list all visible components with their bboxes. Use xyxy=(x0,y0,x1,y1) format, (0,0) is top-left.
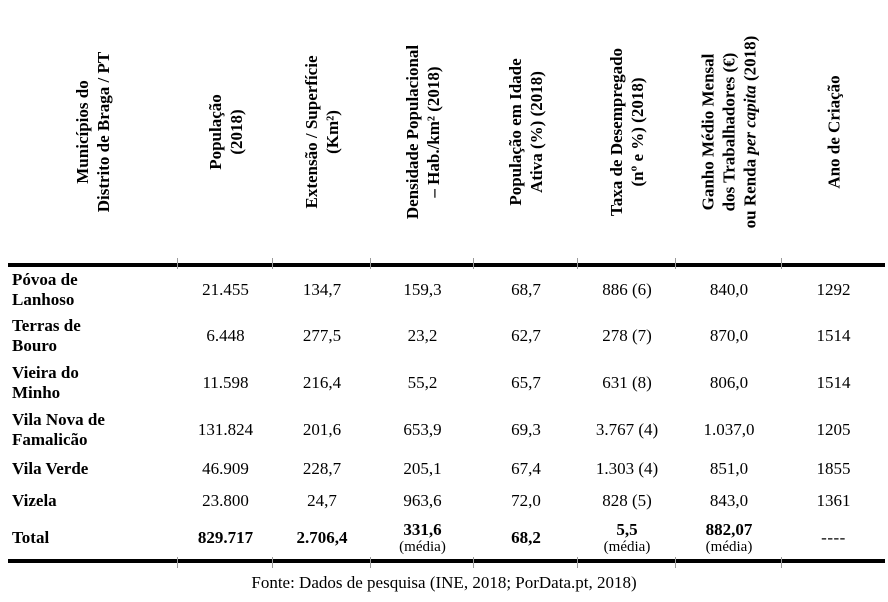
data-cell: 72,0 xyxy=(511,491,541,510)
column-header-idade-ativa: População em Idade Ativa (%) (2018) xyxy=(474,0,578,267)
total-value: 829.717 xyxy=(197,528,254,548)
row-label: Póvoa de Lanhoso xyxy=(12,269,78,309)
data-cell: 228,7 xyxy=(302,459,342,478)
data-cell: 68,7 xyxy=(473,256,578,312)
data-cell: 806,0 xyxy=(709,372,749,392)
data-cell: 69,3 xyxy=(511,419,541,439)
data-cell: 277,5 xyxy=(302,325,342,345)
table-row-povoa-de-lanhoso: Póvoa de Lanhoso 21.455 134,7 159,3 68,7… xyxy=(8,256,885,312)
data-cell: 870,0 xyxy=(709,325,749,345)
data-cell: 11.598 xyxy=(202,372,249,392)
total-note: (média) xyxy=(603,538,651,555)
total-cell: 2.706,4 xyxy=(272,517,371,568)
row-label: Vizela xyxy=(12,491,57,511)
data-cell: 131.824 xyxy=(197,419,254,439)
column-header-populacao: População (2018) xyxy=(178,0,273,267)
table-row-vieira-do-minho: Vieira do Minho 11.598 216,4 55,2 65,7 6… xyxy=(8,359,885,406)
data-cell: 201,6 xyxy=(302,419,342,439)
data-cell: 631 (8) xyxy=(602,372,652,392)
total-cell: 829.717 xyxy=(177,517,273,568)
data-cell: 851,0 xyxy=(709,459,749,478)
data-cell: 23,2 xyxy=(407,325,438,345)
data-cell: 159,3 xyxy=(370,256,474,312)
column-header-label: População (2018) xyxy=(205,93,246,170)
row-label-total: Total xyxy=(8,517,178,563)
column-header-ano-criacao: Ano de Criação xyxy=(782,0,885,267)
data-cell: 1292 xyxy=(781,256,885,312)
data-cell: 886 (6) xyxy=(577,256,676,312)
data-cell: 653,9 xyxy=(403,419,442,439)
header-row: Municípios do Distrito de Braga / PT Pop… xyxy=(8,0,885,267)
data-cell: 3.767 (4) xyxy=(595,419,659,439)
data-cell: 1855 xyxy=(816,459,851,478)
data-cell: 1205 xyxy=(816,419,851,439)
table-row-vila-verde: Vila Verde 46.909 228,7 205,1 67,4 1.303… xyxy=(8,453,885,485)
data-cell: 67,4 xyxy=(511,459,541,478)
data-cell: 23.800 xyxy=(202,491,249,510)
table-body: Póvoa de Lanhoso 21.455 134,7 159,3 68,7… xyxy=(8,256,885,568)
total-value: 331,6 xyxy=(403,519,442,539)
data-cell: 1514 xyxy=(816,372,851,392)
total-value: 882,07 xyxy=(705,519,753,539)
row-label: Vila Verde xyxy=(12,459,89,479)
total-note: (média) xyxy=(399,538,446,555)
column-header-label: Extensão / Superfície (Km²) xyxy=(301,55,342,208)
table-row-vizela: Vizela 23.800 24,7 963,6 72,0 828 (5) 84… xyxy=(8,485,885,517)
total-cell: 68,2 xyxy=(473,517,578,568)
data-cell: 62,7 xyxy=(511,325,541,345)
data-cell: 134,7 xyxy=(272,256,371,312)
total-cell: 5,5 (média) xyxy=(577,517,676,568)
column-header-label: Ano de Criação xyxy=(823,74,843,189)
data-cell: 828 (5) xyxy=(602,491,652,510)
column-header-label: Taxa de Desempregado (nº e %) (2018) xyxy=(606,47,647,216)
data-cell: 46.909 xyxy=(202,459,249,478)
no-data-dashes: ---- xyxy=(821,528,846,547)
table-row-total: Total 829.717 2.706,4 331,6 (média) 68,2 … xyxy=(8,517,885,568)
data-cell: 24,7 xyxy=(307,491,337,510)
table-row-terras-de-bouro: Terras de Bouro 6.448 277,5 23,2 62,7 27… xyxy=(8,312,885,359)
column-header-label: Ganho Médio Mensal dos Trabalhadores (€)… xyxy=(697,4,760,259)
total-value: 2.706,4 xyxy=(296,528,348,548)
data-cell: 205,1 xyxy=(403,459,442,478)
column-header-densidade: Densidade Populacional – Hab./km² (2018) xyxy=(371,0,474,267)
total-cell: ---- xyxy=(781,517,885,568)
column-header-municipios: Municípios do Distrito de Braga / PT xyxy=(8,0,178,267)
row-label: Vila Nova de Famalicão xyxy=(12,409,105,449)
header-text: (2018) xyxy=(740,35,760,85)
header-text-italic: per capita xyxy=(740,84,760,155)
column-header-extensao: Extensão / Superfície (Km²) xyxy=(273,0,371,267)
data-cell: 1.037,0 xyxy=(703,419,755,439)
column-header-label: População em Idade Ativa (%) (2018) xyxy=(505,57,546,206)
total-note: (média) xyxy=(705,538,753,555)
column-header-label: Densidade Populacional – Hab./km² (2018) xyxy=(402,44,443,219)
data-cell: 843,0 xyxy=(709,491,749,510)
data-cell: 278 (7) xyxy=(602,325,652,345)
total-value: 68,2 xyxy=(511,528,541,548)
column-header-ganho-medio: Ganho Médio Mensal dos Trabalhadores (€)… xyxy=(676,0,782,267)
row-label: Vieira do Minho xyxy=(12,362,79,402)
data-cell: 963,6 xyxy=(403,491,442,510)
data-cell: 1.303 (4) xyxy=(595,459,659,478)
data-cell: 1361 xyxy=(816,491,851,510)
municipalities-table: Municípios do Distrito de Braga / PT Pop… xyxy=(8,0,885,568)
data-cell: 65,7 xyxy=(511,372,541,392)
data-cell: 21.455 xyxy=(177,256,273,312)
column-header-label: Municípios do Distrito de Braga / PT xyxy=(72,51,113,212)
data-cell: 840,0 xyxy=(675,256,782,312)
source-note: Fonte: Dados de pesquisa (INE, 2018; Por… xyxy=(251,573,637,592)
table-row-vila-nova-de-famalicao: Vila Nova de Famalicão 131.824 201,6 653… xyxy=(8,406,885,453)
total-value: 5,5 xyxy=(616,519,638,539)
data-cell: 55,2 xyxy=(407,372,438,392)
data-cell: 216,4 xyxy=(302,372,342,392)
data-cell: 6.448 xyxy=(206,325,245,345)
row-label: Terras de Bouro xyxy=(12,315,81,355)
total-cell: 331,6 (média) xyxy=(370,517,474,568)
table-header: Municípios do Distrito de Braga / PT Pop… xyxy=(8,0,885,267)
column-header-desempregado: Taxa de Desempregado (nº e %) (2018) xyxy=(578,0,676,267)
total-cell: 882,07 (média) xyxy=(675,517,782,568)
data-cell: 1514 xyxy=(816,325,851,345)
